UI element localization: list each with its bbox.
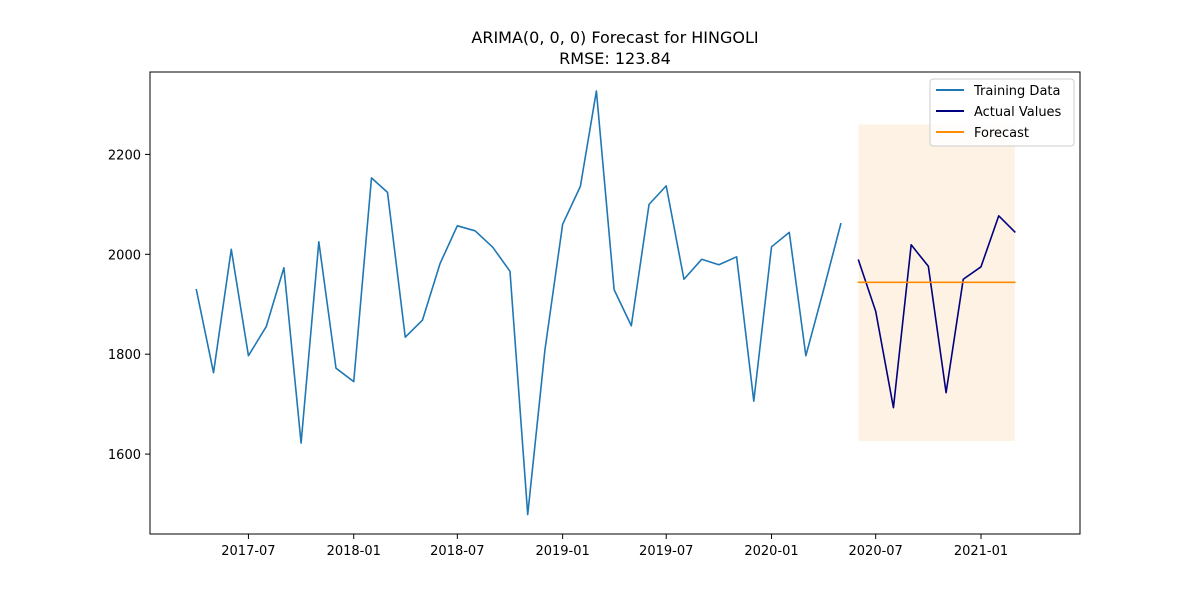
chart-subtitle: RMSE: 123.84 bbox=[559, 49, 671, 68]
x-tick-label: 2021-01 bbox=[954, 544, 1008, 559]
y-tick-label: 2200 bbox=[108, 148, 141, 163]
legend-items: Training Data Actual Values Forecast bbox=[936, 84, 1062, 141]
plot-area-frame bbox=[149, 71, 1081, 535]
x-tick-label: 2018-01 bbox=[327, 544, 381, 559]
x-axis: 2017-07 2018-01 2018-07 2019-01 2019-07 2020-… bbox=[221, 534, 1008, 559]
legend-label: Training Data bbox=[973, 84, 1060, 99]
series-layer bbox=[195, 90, 1016, 516]
x-tick-label: 2020-07 bbox=[849, 544, 903, 559]
chart-title: ARIMA(0, 0, 0) Forecast for HINGOLI bbox=[471, 28, 758, 47]
legend-label: Actual Values bbox=[974, 105, 1062, 120]
x-tick-label: 2019-01 bbox=[535, 544, 589, 559]
legend-label: Forecast bbox=[974, 126, 1029, 141]
y-tick-label: 2000 bbox=[108, 248, 141, 263]
legend: Training Data Actual Values Forecast bbox=[929, 78, 1075, 147]
x-tick-label: 2018-07 bbox=[430, 544, 484, 559]
series-line-training-data bbox=[195, 90, 842, 516]
x-tick-label: 2020-01 bbox=[744, 544, 798, 559]
y-axis: 1600 1800 2000 2200 bbox=[108, 148, 150, 463]
y-tick-label: 1600 bbox=[108, 448, 141, 463]
x-tick-label: 2019-07 bbox=[639, 544, 693, 559]
y-tick-label: 1800 bbox=[108, 348, 141, 363]
series-line-actual-values bbox=[857, 215, 1016, 409]
x-tick-label: 2017-07 bbox=[221, 544, 275, 559]
legend-box bbox=[929, 78, 1075, 147]
